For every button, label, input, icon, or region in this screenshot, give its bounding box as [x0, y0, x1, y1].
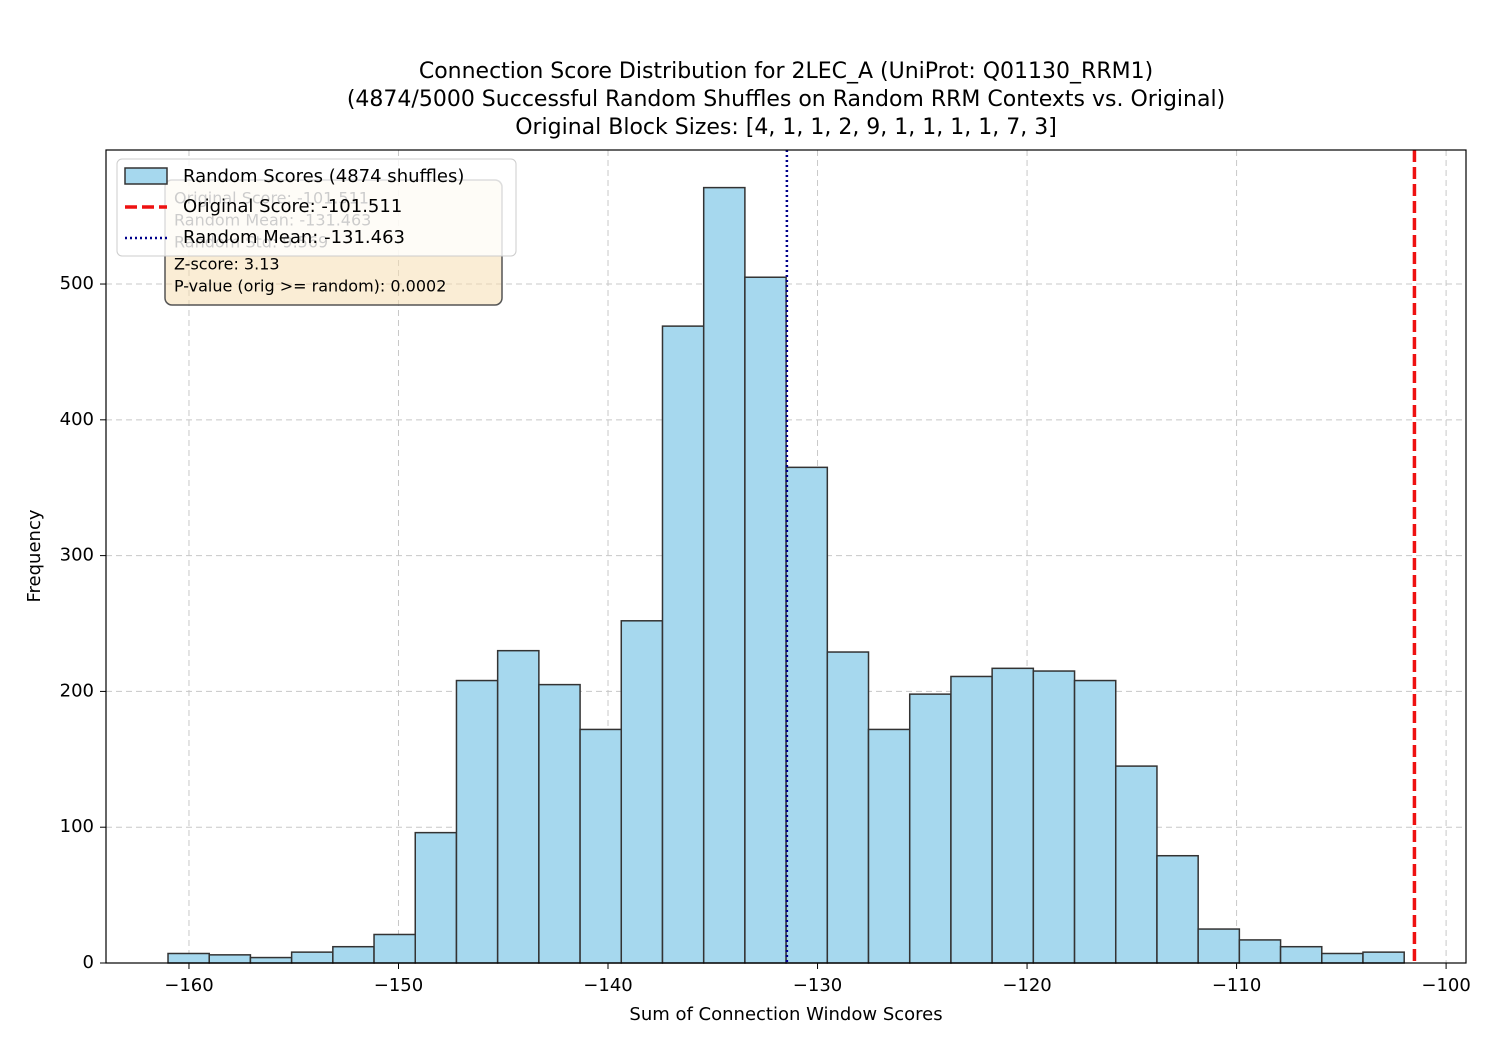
legend-label: Random Mean: -131.463: [183, 227, 405, 248]
bar: [826, 651, 870, 964]
x-tick-label: −150: [374, 975, 423, 996]
bar: [661, 325, 705, 964]
bar: [620, 620, 664, 964]
bar: [208, 954, 252, 964]
y-tick-label: 0: [83, 952, 94, 973]
y-tick-label: 100: [60, 816, 94, 837]
bar: [1114, 765, 1158, 964]
bar: [538, 683, 581, 964]
bar: [991, 667, 1035, 964]
y-tick-label: 500: [60, 273, 94, 294]
x-tick-label: −140: [583, 975, 632, 996]
stats-text: Z-score: 3.13: [174, 255, 280, 274]
bar: [1197, 928, 1241, 964]
bar: [290, 951, 334, 964]
bar: [414, 831, 458, 964]
bar: [950, 675, 993, 964]
bar: [332, 945, 375, 964]
bar: [579, 728, 623, 964]
y-tick-label: 200: [60, 680, 94, 701]
stats-text: P-value (orig >= random): 0.0002: [174, 277, 446, 296]
bar: [455, 679, 499, 964]
x-tick-label: −120: [1002, 975, 1051, 996]
bar: [1321, 952, 1364, 964]
x-tick-label: −110: [1212, 975, 1261, 996]
legend-label: Original Score: -101.511: [183, 196, 402, 217]
bar: [249, 956, 293, 964]
bar: [1156, 854, 1199, 964]
legend-box: [116, 158, 517, 257]
chart-title: Connection Score Distribution for 2LEC_A…: [419, 59, 1153, 84]
chart-title: (4874/5000 Successful Random Shuffles on…: [347, 87, 1225, 112]
bar: [496, 649, 540, 964]
chart-title: Original Block Sizes: [4, 1, 1, 2, 9, 1,…: [515, 115, 1057, 140]
plot-frame: [105, 149, 1467, 964]
bar: [867, 728, 911, 964]
bar: [1073, 679, 1117, 964]
bar: [744, 276, 787, 964]
x-tick-label: −100: [1421, 975, 1470, 996]
y-tick-label: 300: [60, 545, 94, 566]
x-axis-label: Sum of Connection Window Scores: [629, 1004, 942, 1025]
x-tick-label: −130: [793, 975, 842, 996]
legend-swatch: [124, 167, 168, 185]
bar: [908, 693, 952, 964]
bar: [1238, 939, 1282, 964]
legend-label: Random Scores (4874 shuffles): [183, 166, 464, 187]
bar: [167, 952, 210, 964]
bar: [702, 186, 746, 964]
x-tick-label: −160: [164, 975, 213, 996]
bar: [785, 466, 829, 964]
bar: [1362, 951, 1405, 964]
y-tick-label: 400: [60, 409, 94, 430]
bar: [373, 933, 417, 964]
y-axis-label: Frequency: [24, 509, 45, 602]
bar: [1032, 670, 1076, 964]
bar: [1279, 945, 1323, 964]
